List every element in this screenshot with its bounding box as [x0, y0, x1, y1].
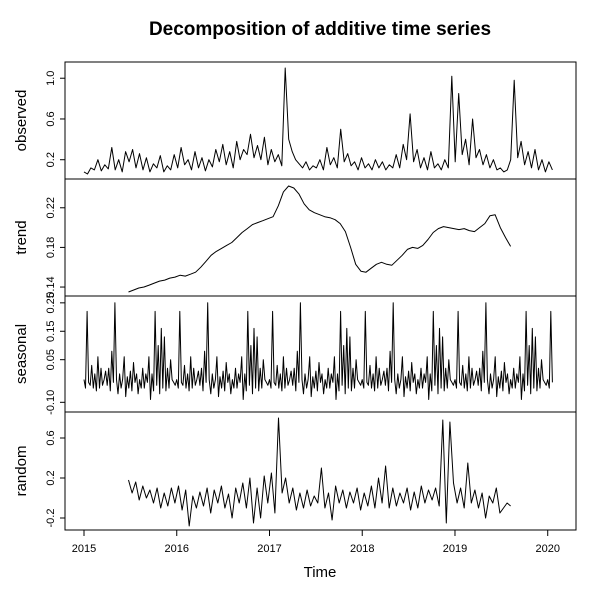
- panels: 0.2 0.6 1.0 observed 0.14 0.18 0.22 trend -0.10 0…: [13, 61, 577, 531]
- x-tick-label: 2015: [72, 543, 96, 555]
- panel-seasonal: -0.10 0.05 0.15 0.25 seasonal: [13, 292, 577, 415]
- y-tick-label: -0.2: [45, 509, 57, 528]
- series-line-observed: [83, 67, 553, 175]
- series-line-random: [128, 417, 511, 527]
- x-tick-label: 2020: [535, 543, 559, 555]
- y-tick-label: 0.22: [45, 197, 57, 218]
- y-axis-label-random: random: [13, 446, 30, 497]
- y-axis-label-seasonal: seasonal: [13, 324, 30, 384]
- y-tick-label: 0.05: [45, 349, 57, 370]
- y-tick-label: 0.6: [45, 111, 57, 126]
- y-tick-label: -0.10: [45, 390, 57, 415]
- y-axis-label-observed: observed: [13, 90, 30, 152]
- y-tick-label: 0.15: [45, 321, 57, 342]
- x-axis: 2015 2016 2017 2018 2019 2020: [72, 529, 560, 555]
- panel-random: -0.2 0.2 0.6 random: [13, 411, 577, 531]
- x-tick-label: 2016: [165, 543, 189, 555]
- x-axis-label: Time: [304, 564, 337, 581]
- y-tick-label: 0.18: [45, 237, 57, 258]
- y-tick-label: 1.0: [45, 71, 57, 86]
- y-tick-label: 0.6: [45, 430, 57, 445]
- chart-title: Decomposition of additive time series: [149, 19, 491, 40]
- panel-trend: 0.14 0.18 0.22 trend: [13, 178, 577, 298]
- y-tick-label: 0.14: [45, 276, 57, 297]
- series-line-trend: [128, 185, 512, 293]
- panel-observed: 0.2 0.6 1.0 observed: [13, 61, 577, 180]
- y-tick-label: 0.2: [45, 152, 57, 167]
- x-tick-label: 2019: [443, 543, 467, 555]
- series-line-seasonal: [83, 302, 553, 400]
- panel-frame: [64, 295, 577, 413]
- y-axis-label-trend: trend: [13, 220, 30, 254]
- panel-frame: [64, 178, 577, 297]
- x-tick-label: 2017: [257, 543, 281, 555]
- y-tick-label: 0.2: [45, 470, 57, 485]
- y-tick-label: 0.25: [45, 292, 57, 313]
- x-tick-label: 2018: [350, 543, 374, 555]
